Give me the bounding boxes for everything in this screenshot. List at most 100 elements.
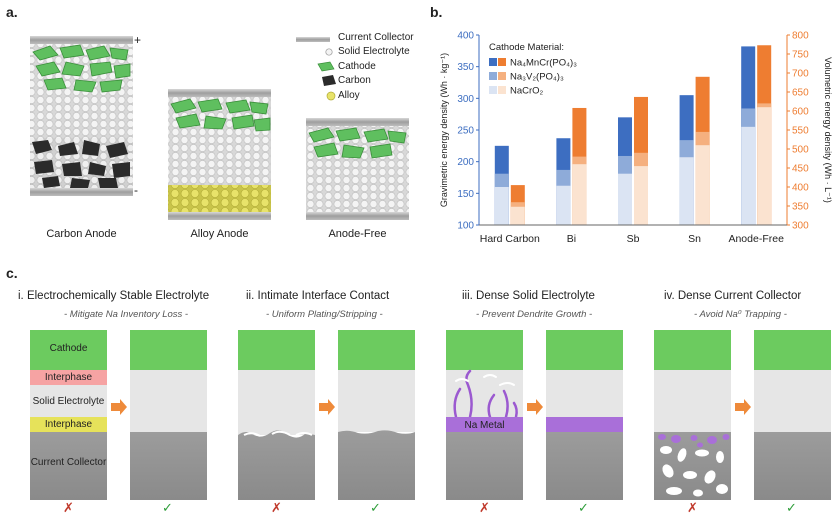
legend-swatch-volumetric-0	[498, 58, 506, 66]
panel-c-letter: c.	[6, 265, 18, 281]
section-iv-after	[754, 330, 831, 500]
left-tick-label: 250	[457, 126, 474, 137]
section-iv-subtitle: - Avoid Na⁰ Trapping -	[694, 309, 787, 320]
arrow-ii-icon	[319, 399, 335, 415]
bar-volumetric-2-1	[572, 164, 587, 225]
cell-alloy-anode	[168, 89, 271, 220]
bar-volumetric-2-2	[634, 166, 648, 225]
bar-gravimetric-2-3	[679, 157, 694, 225]
current-collector-icon	[296, 37, 330, 42]
x-tick-label: Sb	[627, 233, 640, 245]
left-tick-label: 200	[457, 157, 474, 168]
bar-gravimetric-2-0	[494, 187, 509, 225]
section-i-subtitle: - Mitigate Na Inventory Loss -	[64, 309, 189, 320]
legend-entry-2: NaCrO₂	[510, 86, 544, 97]
section-iv-before	[654, 330, 731, 500]
section-iii-subtitle: - Prevent Dendrite Growth -	[476, 309, 593, 320]
x-tick-label: Sn	[688, 233, 701, 245]
cathode-icon	[317, 61, 335, 72]
right-tick-label: 800	[792, 31, 809, 42]
left-tick-label: 100	[457, 221, 474, 232]
legend-swatch-volumetric-1	[498, 72, 506, 80]
legend-carbon: Carbon	[338, 75, 371, 86]
cell-label-anode-free: Anode-Free	[328, 228, 387, 240]
cross-icon-iii: ✗	[479, 500, 490, 515]
check-icon-iii: ✓	[578, 500, 589, 515]
panel-a-letter: a.	[6, 4, 18, 20]
section-i-title: i. Electrochemically Stable Electrolyte	[18, 290, 210, 302]
check-icon-i: ✓	[162, 500, 173, 515]
arrow-iv-icon	[735, 399, 751, 415]
legend-swatch-gravimetric-1	[489, 72, 497, 80]
cell-label-carbon-anode: Carbon Anode	[46, 228, 117, 240]
x-tick-label: Hard Carbon	[480, 233, 540, 245]
left-y-axis-label: Gravimetric energy density (Wh · kg⁻¹)	[439, 53, 449, 207]
bar-gravimetric-2-4	[741, 126, 756, 225]
cell-carbon-anode	[30, 36, 133, 196]
carbon-icon	[322, 75, 336, 86]
right-tick-label: 600	[792, 107, 809, 118]
legend-swatch-gravimetric-0	[489, 58, 497, 66]
right-tick-label: 300	[792, 221, 809, 232]
right-tick-label: 450	[792, 164, 809, 175]
section-ii-after	[338, 330, 415, 500]
panel-b-letter: b.	[430, 4, 443, 20]
legend-cathode: Cathode	[338, 61, 376, 72]
right-tick-label: 550	[792, 126, 809, 137]
section-iii-before	[446, 330, 523, 500]
left-tick-label: 300	[457, 94, 474, 105]
panel-a-legend-icons	[296, 37, 336, 101]
section-iii-title: iii. Dense Solid Electrolyte	[462, 290, 595, 302]
section-i-before	[30, 330, 107, 500]
legend-entry-0: Na₄MnCr(PO₄)₃	[510, 58, 577, 69]
layer-solid-electrolyte-label: Solid Electrolyte	[32, 396, 105, 407]
legend-swatch-volumetric-2	[498, 86, 506, 94]
cell-label-alloy-anode: Alloy Anode	[190, 228, 249, 240]
section-ii-before	[238, 330, 315, 500]
bar-volumetric-2-0	[510, 206, 525, 225]
right-tick-label: 650	[792, 88, 809, 99]
right-y-axis-label: Volumetric energy density (Wh · L⁻¹)	[823, 57, 833, 203]
right-tick-label: 400	[792, 183, 809, 194]
cross-icon-i: ✗	[63, 500, 74, 515]
panel-c-graphic	[30, 330, 831, 500]
alloy-icon	[326, 91, 336, 101]
right-tick-label: 350	[792, 202, 809, 213]
chart-legend: Cathode Material: Na₄MnCr(PO₄)₃ Na₃V₂(PO₄…	[489, 42, 577, 97]
left-tick-label: 150	[457, 189, 474, 200]
arrow-iii-icon	[527, 399, 543, 415]
layer-interphase-top-label: Interphase	[44, 372, 93, 383]
layer-interphase-bottom-label: Interphase	[44, 419, 93, 430]
check-icon-ii: ✓	[370, 500, 381, 515]
x-tick-label: Anode-Free	[728, 233, 784, 245]
legend-entry-1: Na₃V₂(PO₄)₃	[510, 72, 564, 83]
energy-density-chart: 100 150 200 250 300 350 400 300 350 400 450 500 550 6…	[439, 31, 833, 246]
bar-gravimetric-2-1	[556, 185, 571, 225]
cross-icon-iv: ✗	[687, 500, 698, 515]
legend-title: Cathode Material:	[489, 42, 564, 53]
legend-current-collector: Current Collector	[338, 32, 414, 43]
section-iv-title: iv. Dense Current Collector	[664, 290, 802, 302]
cross-icon-ii: ✗	[271, 500, 282, 515]
left-tick-label: 400	[457, 31, 474, 42]
layer-current-collector-label: Current Collector	[30, 457, 107, 468]
check-icon-iv: ✓	[786, 500, 797, 515]
right-tick-label: 750	[792, 50, 809, 61]
legend-solid-electrolyte: Solid Electrolyte	[338, 46, 410, 57]
cell-anode-free	[306, 118, 409, 220]
bar-gravimetric-2-2	[618, 173, 632, 225]
arrow-i-icon	[111, 399, 127, 415]
right-tick-label: 700	[792, 69, 809, 80]
section-iii-after	[546, 330, 623, 500]
legend-swatch-gravimetric-2	[489, 86, 497, 94]
section-i-after	[130, 330, 207, 500]
legend-alloy: Alloy	[338, 90, 360, 101]
negative-terminal-label: -	[134, 183, 138, 197]
right-tick-label: 500	[792, 145, 809, 156]
solid-electrolyte-icon	[325, 48, 333, 56]
layer-cathode-label: Cathode	[49, 343, 88, 354]
positive-terminal-label: +	[134, 33, 142, 47]
bar-volumetric-2-3	[695, 145, 710, 225]
x-tick-label: Bi	[567, 233, 576, 245]
section-ii-subtitle: - Uniform Plating/Stripping -	[266, 309, 383, 320]
